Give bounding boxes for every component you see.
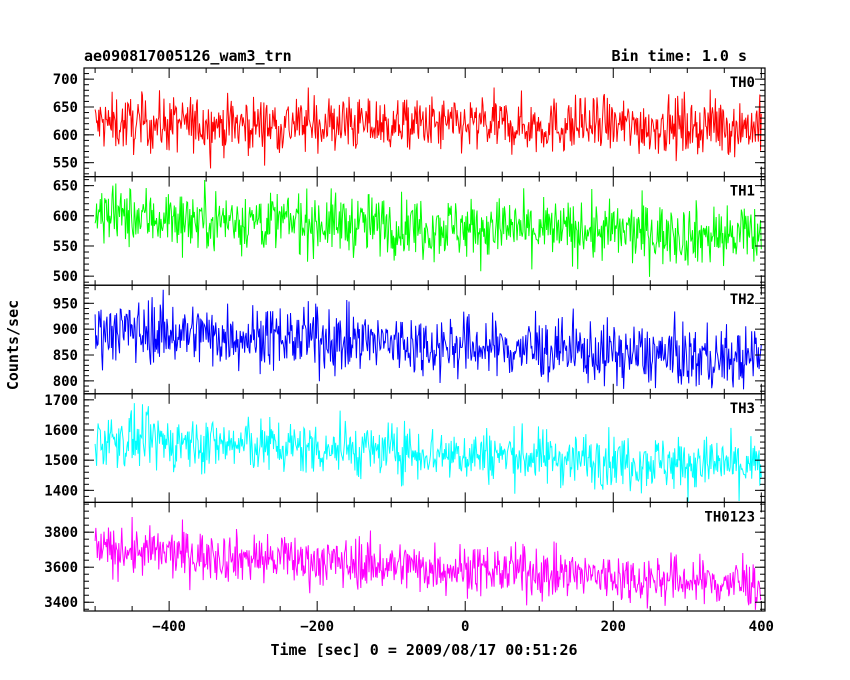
series-label-th3: TH3 xyxy=(730,401,755,417)
y-tick-label: 1400 xyxy=(44,483,78,499)
y-tick-label: 950 xyxy=(53,296,78,312)
y-tick-label: 700 xyxy=(53,72,78,88)
panel-frame xyxy=(83,501,766,612)
y-tick-label: 650 xyxy=(53,179,78,195)
x-tick-label: 0 xyxy=(461,619,469,635)
series-label-th0123: TH0123 xyxy=(704,509,755,525)
series-line-th3 xyxy=(94,403,762,503)
panel-th0: 550 600 650 700 TH0 xyxy=(53,67,766,178)
series-label-th0: TH0 xyxy=(730,75,755,91)
x-axis-label: Time [sec] 0 = 2009/08/17 00:51:26 xyxy=(270,641,577,659)
y-tick-label: 3800 xyxy=(44,525,78,541)
y-tick-label: 550 xyxy=(53,156,78,172)
y-tick-label: 3400 xyxy=(44,595,78,611)
y-tick-label: 500 xyxy=(53,269,78,285)
y-tick-label: 650 xyxy=(53,100,78,116)
chart-title: ae090817005126_wam3_trn xyxy=(84,47,292,65)
x-tick-label: 400 xyxy=(749,619,774,635)
series-label-th1: TH1 xyxy=(730,184,755,200)
panels-group: 550 600 650 700 TH0 500 550 600 650 TH1 800 850 900 9… xyxy=(44,67,766,612)
series-line-th0123 xyxy=(94,516,762,610)
x-tick-label: −200 xyxy=(300,619,334,635)
series-line-th0 xyxy=(94,87,762,169)
panel-th3: 1400 1500 1600 1700 TH3 xyxy=(44,393,766,503)
y-tick-label: 800 xyxy=(53,374,78,390)
x-tick-label: −400 xyxy=(152,619,186,635)
panel-th0123: 3400 3600 3800 TH0123 xyxy=(44,501,766,612)
y-tick-label: 1500 xyxy=(44,453,78,469)
y-tick-label: 1700 xyxy=(44,393,78,409)
x-tick-label: 200 xyxy=(601,619,626,635)
y-axis-label: Counts/sec xyxy=(4,300,22,390)
panel-th1: 500 550 600 650 TH1 xyxy=(53,176,766,286)
y-tick-label: 3600 xyxy=(44,560,78,576)
y-tick-label: 1600 xyxy=(44,423,78,439)
series-line-th1 xyxy=(94,179,762,277)
series-label-th2: TH2 xyxy=(730,292,755,308)
x-axis: −400 −200 0 200 400 xyxy=(152,619,774,635)
y-tick-label: 600 xyxy=(53,209,78,225)
series-line-th2 xyxy=(94,289,762,390)
y-tick-label: 550 xyxy=(53,239,78,255)
bin-time-label: Bin time: 1.0 s xyxy=(612,47,747,65)
y-tick-label: 850 xyxy=(53,348,78,364)
y-tick-label: 600 xyxy=(53,128,78,144)
y-tick-label: 900 xyxy=(53,322,78,338)
panel-th2: 800 850 900 950 TH2 xyxy=(53,284,766,395)
